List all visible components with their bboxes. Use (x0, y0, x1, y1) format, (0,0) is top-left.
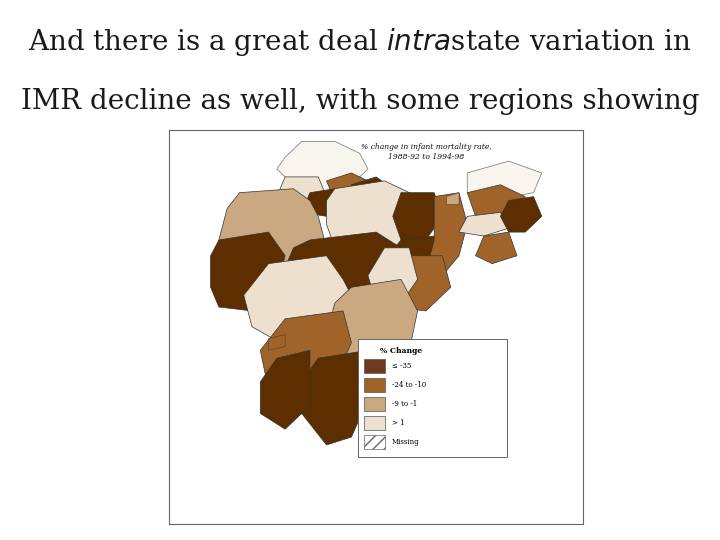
Polygon shape (459, 212, 508, 236)
Polygon shape (488, 382, 500, 414)
Text: > 1: > 1 (392, 419, 404, 427)
Polygon shape (327, 279, 418, 374)
Polygon shape (446, 193, 459, 205)
Polygon shape (426, 193, 467, 275)
Polygon shape (302, 189, 343, 217)
Polygon shape (276, 141, 368, 193)
Polygon shape (302, 350, 376, 445)
Text: And there is a great deal $\mathit{intra}$state variation in: And there is a great deal $\mathit{intra… (28, 26, 692, 58)
Polygon shape (368, 248, 418, 303)
Polygon shape (393, 193, 442, 240)
Text: % change in infant mortality rate,: % change in infant mortality rate, (361, 143, 491, 151)
Bar (364, 360, 385, 373)
Polygon shape (484, 350, 496, 382)
Polygon shape (276, 177, 327, 205)
Bar (364, 435, 385, 449)
Polygon shape (384, 256, 451, 311)
Bar (364, 416, 385, 430)
Polygon shape (467, 161, 541, 200)
Polygon shape (285, 232, 409, 311)
Text: 1988-92 to 1994-98: 1988-92 to 1994-98 (388, 153, 464, 161)
Bar (364, 397, 385, 410)
Text: -24 to -10: -24 to -10 (392, 381, 426, 389)
Polygon shape (219, 189, 327, 295)
Polygon shape (327, 181, 418, 260)
Polygon shape (351, 177, 393, 208)
Polygon shape (269, 335, 285, 350)
Polygon shape (335, 193, 351, 208)
Polygon shape (261, 350, 310, 429)
Polygon shape (261, 311, 351, 406)
Polygon shape (492, 421, 500, 453)
Text: % Change: % Change (380, 347, 422, 355)
Text: Missing: Missing (392, 438, 419, 446)
Polygon shape (243, 256, 360, 350)
Text: IMR decline as well, with some regions showing: IMR decline as well, with some regions s… (21, 87, 699, 114)
Polygon shape (384, 236, 446, 279)
Polygon shape (500, 197, 541, 232)
Polygon shape (327, 173, 368, 200)
Polygon shape (475, 232, 517, 264)
Text: -9 to -1: -9 to -1 (392, 400, 417, 408)
Polygon shape (210, 232, 285, 311)
Bar (364, 379, 385, 392)
Text: ≤ -35: ≤ -35 (392, 362, 411, 370)
Bar (358, 339, 507, 457)
Polygon shape (467, 185, 526, 217)
